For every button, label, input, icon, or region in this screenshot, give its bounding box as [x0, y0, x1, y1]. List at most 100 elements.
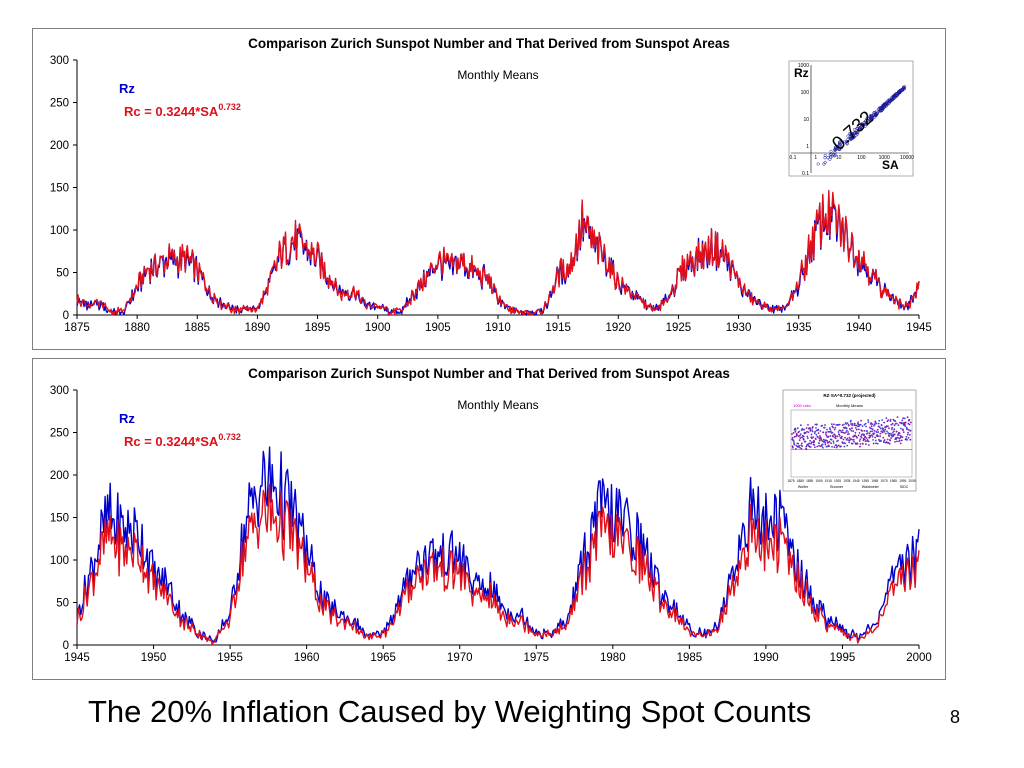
- inset-scatter-point: [816, 162, 820, 166]
- inset-scatter-point: [877, 435, 879, 437]
- inset-scatter-point: [801, 436, 803, 438]
- inset-scatter-point: [873, 429, 876, 432]
- inset-scatter-point: [845, 431, 847, 433]
- inset-scatter-point: [866, 430, 869, 432]
- inset-scatter-point: [823, 426, 826, 429]
- inset-scatter-point: [851, 427, 853, 430]
- inset-y-tick-label: 1: [806, 144, 809, 150]
- inset-scatter-point: [839, 429, 842, 432]
- inset-scatter-point: [801, 445, 804, 447]
- inset-scatter-point: [806, 430, 808, 433]
- inset-scatter-point: [798, 439, 801, 441]
- x-tick-label: 1955: [217, 652, 243, 664]
- inset-scatter-point: [901, 422, 903, 425]
- inset-x-tick-label: 10000: [900, 155, 914, 161]
- inset-scatter-point: [888, 100, 892, 104]
- inset-scatter-point: [858, 432, 861, 434]
- inset-scatter-point: [854, 431, 857, 434]
- inset-scatter-point: [874, 439, 877, 442]
- inset-scatter-point: [897, 424, 900, 426]
- inset-scatter-point: [884, 432, 887, 435]
- inset-title: RZ·SA^0.732 (projected): [823, 393, 876, 398]
- inset-scatter-point: [891, 422, 894, 425]
- inset-scatter-point: [799, 446, 801, 449]
- inset-scatter-point: [852, 430, 855, 432]
- inset-scatter-point: [873, 423, 876, 426]
- inset-scatter-point: [907, 431, 909, 434]
- inset-scatter-point: [880, 440, 882, 442]
- sunspot-chart-1875-1945: Comparison Zurich Sunspot Number and Tha…: [50, 36, 932, 334]
- inset-scatter-point: [828, 153, 832, 157]
- inset-scatter-point: [854, 434, 857, 437]
- inset-scatter-point: [865, 437, 868, 439]
- y-tick-label: 250: [50, 98, 69, 110]
- inset-scatter-point: [872, 439, 874, 441]
- inset-scatter-point: [864, 440, 867, 443]
- x-tick-label: 1940: [846, 322, 872, 334]
- x-tick-label: 2000: [906, 652, 932, 664]
- inset-scatter-point: [838, 435, 841, 437]
- inset-scatter-point: [870, 114, 874, 118]
- inset-scatter-point: [888, 427, 890, 430]
- inset-scatter-point: [823, 153, 827, 157]
- y-tick-label: 100: [50, 225, 69, 237]
- inset-scatter-point: [818, 439, 821, 442]
- inset-scatter-point: [818, 442, 821, 444]
- inset-scatter-point: [869, 436, 871, 438]
- inset-scatter-point: [887, 432, 889, 434]
- inset-scatter-point: [890, 423, 893, 426]
- inset-scatter-point: [803, 438, 805, 441]
- y-tick-label: 50: [56, 268, 69, 280]
- inset-scatter-point: [871, 116, 875, 120]
- legend-label-rc: Rc = 0.3244*SA0.732: [124, 102, 241, 119]
- inset-x-tick-label: 1885: [797, 479, 804, 483]
- legend-label-rz: Rz: [119, 411, 135, 426]
- inset-x-tick-label: 1875: [787, 479, 794, 483]
- inset-scatter-point: [856, 425, 859, 428]
- inset-frame: [788, 60, 914, 177]
- inset-scatter-point: [797, 442, 800, 445]
- inset-scatter-point: [868, 432, 871, 435]
- inset-scatter-point: [879, 427, 882, 430]
- inset-scatter-point: [829, 428, 832, 431]
- inset-scatter-point: [813, 444, 816, 446]
- y-tick-label: 200: [50, 140, 69, 152]
- inset-x-tick-label: 1000: [879, 155, 890, 161]
- inset-scatter-point: [896, 440, 898, 443]
- inset-scatter-point: [792, 431, 795, 434]
- inset-scatter-point: [868, 444, 870, 446]
- inset-scatter-point: [824, 424, 826, 426]
- inset-scatter-point: [819, 435, 821, 437]
- inset-scatter-point: [881, 106, 885, 111]
- inset-scatter-point: [843, 445, 846, 448]
- inset-scatter-point: [796, 427, 799, 430]
- y-tick-label: 100: [50, 555, 69, 567]
- inset-y-tick-label: 1000: [798, 63, 809, 69]
- inset-scatter-point: [846, 429, 848, 432]
- slide-page-number: 8: [950, 707, 961, 727]
- inset-scatter-point: [874, 113, 878, 117]
- inset-scatter-point: [858, 424, 861, 426]
- y-tick-label: 0: [63, 640, 69, 652]
- inset-scatter-point: [814, 446, 816, 449]
- inset-scatter-point: [794, 429, 797, 431]
- inset-subtitle: Monthly Means: [836, 403, 863, 408]
- inset-ratio-scatter: RZ·SA^0.732 (projected) Monthly Means 1000…: [782, 389, 917, 492]
- inset-scatter-point: [885, 417, 888, 419]
- inset-scatter-point: [838, 141, 842, 145]
- inset-scatter-point: [848, 135, 852, 139]
- inset-scatter-point: [845, 142, 849, 146]
- inset-scatter-point: [844, 442, 847, 445]
- inset-scatter-point: [821, 424, 824, 427]
- inset-scatter-point: [871, 434, 873, 437]
- x-tick-label: 1930: [726, 322, 752, 334]
- inset-scatter-point: [875, 442, 877, 445]
- x-tick-label: 1950: [141, 652, 167, 664]
- inset-scatter-point: [887, 425, 889, 428]
- x-tick-label: 1920: [605, 322, 631, 334]
- inset-scatter-point: [824, 443, 827, 446]
- inset-scatter-point: [856, 436, 858, 439]
- y-tick-label: 250: [50, 428, 69, 440]
- inset-scatter-point: [799, 433, 802, 436]
- inset-scatter-point: [867, 419, 870, 422]
